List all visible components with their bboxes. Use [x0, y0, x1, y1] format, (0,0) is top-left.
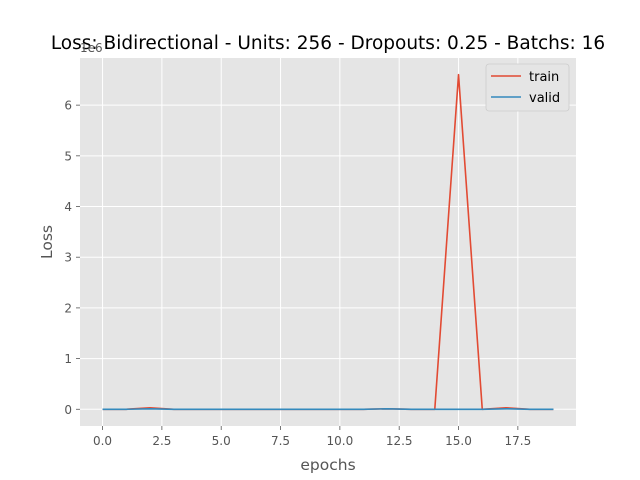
y-axis-label: Loss: [38, 225, 56, 259]
x-tick-label: 15.0: [445, 434, 472, 448]
y-tick-label: 0: [64, 403, 72, 417]
series-line-valid: [102, 407, 554, 411]
x-tick-label: 17.5: [504, 434, 531, 448]
grid-lines: [80, 58, 576, 426]
x-axis-label: epochs: [300, 456, 355, 474]
y-tick-label: 3: [64, 251, 72, 265]
y-tick-label: 5: [64, 149, 72, 163]
x-axis-ticks: 0.0 2.5 5.0 7.5 10.0 12.5 15.0 17.5: [93, 426, 531, 448]
series-lines: [102, 73, 554, 411]
y-multiplier-label: 1e6: [80, 41, 103, 55]
chart-title: Loss: Bidirectional - Units: 256 - Dropo…: [51, 33, 605, 54]
plot-area: [80, 58, 576, 426]
x-tick-label: 0.0: [93, 434, 112, 448]
x-tick-label: 10.0: [327, 434, 354, 448]
x-tick-label: 2.5: [152, 434, 171, 448]
y-axis-ticks: 0 1 2 3 4 5 6: [64, 99, 80, 417]
y-tick-label: 4: [64, 200, 72, 214]
legend-label-train: train: [529, 70, 559, 85]
x-tick-label: 12.5: [386, 434, 413, 448]
y-tick-label: 1: [64, 352, 72, 366]
x-tick-label: 7.5: [271, 434, 290, 448]
y-tick-label: 6: [64, 99, 72, 113]
x-tick-label: 5.0: [212, 434, 231, 448]
y-tick-label: 2: [64, 301, 72, 315]
legend-label-valid: valid: [529, 91, 560, 106]
legend: train valid: [485, 63, 570, 112]
